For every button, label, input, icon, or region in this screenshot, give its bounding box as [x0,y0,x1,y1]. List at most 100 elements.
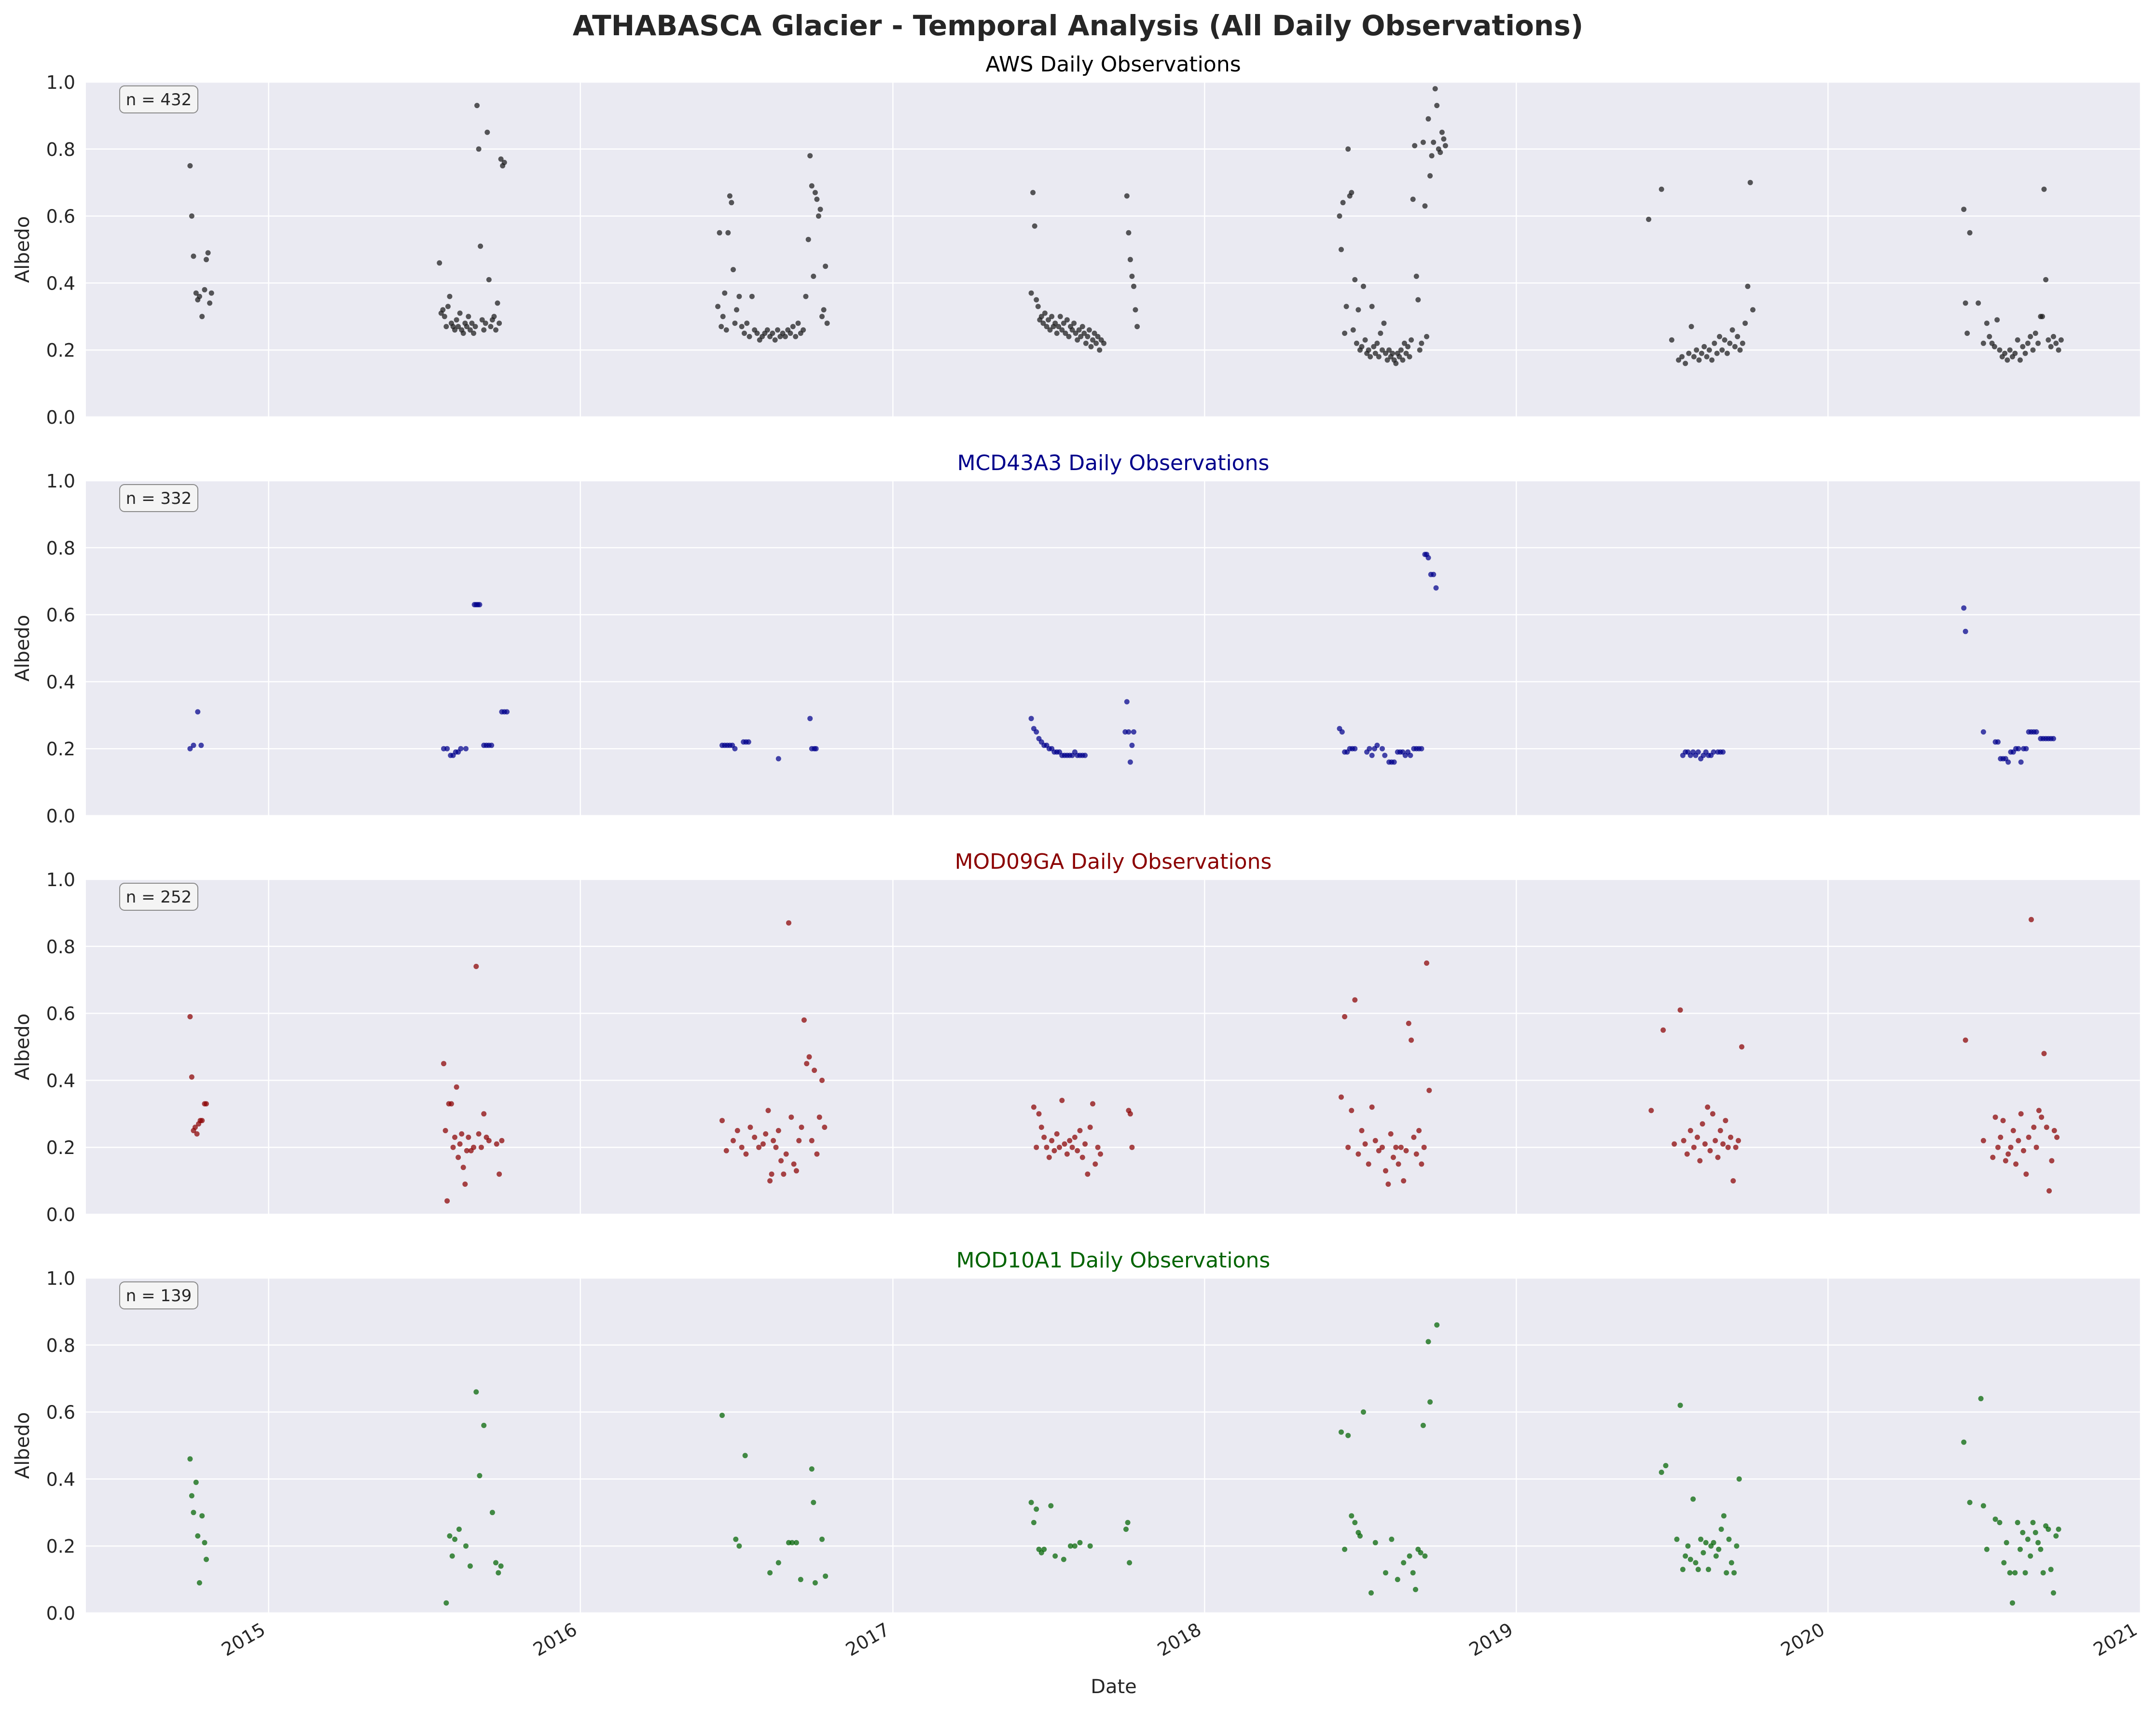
data-point [1722,337,1728,343]
data-point [1434,1322,1440,1328]
data-point [1997,347,2003,353]
data-point [1961,207,1967,212]
data-point [1711,1540,1716,1545]
y-tick-label: 0.6 [46,206,75,227]
data-point [440,307,446,313]
data-point [807,716,813,722]
data-point [1432,86,1438,92]
data-point [2007,347,2013,353]
data-point [1041,1134,1047,1140]
data-point [2010,1600,2015,1606]
data-point [1082,752,1088,758]
sample-count-frame [119,1281,198,1309]
data-point [497,1171,502,1177]
data-point [443,1600,449,1606]
data-point [1034,729,1039,735]
data-point [471,1144,476,1150]
data-point [2025,340,2031,346]
data-point [1669,337,1674,343]
data-point [824,320,830,326]
data-point [1694,347,1700,353]
data-point [1725,1144,1731,1150]
data-point [819,314,825,320]
data-point [2026,1134,2032,1140]
data-point [727,193,732,199]
data-point [193,1125,198,1130]
data-point [746,334,752,339]
data-point [1702,1141,1708,1147]
data-point [481,1111,487,1117]
data-point [1731,1570,1737,1576]
data-point [763,1131,769,1137]
data-point [2053,1533,2059,1539]
data-point [1393,361,1399,366]
data-point [2038,1546,2044,1552]
data-point [199,314,205,320]
y-tick-label: 0.0 [46,407,75,428]
data-point [1355,1151,1361,1157]
data-point [1413,1151,1419,1157]
data-point [1044,1144,1050,1150]
data-point [2022,350,2028,356]
data-point [494,1141,499,1147]
data-point [2046,1188,2052,1194]
data-point [1658,1470,1664,1475]
data-point [1398,347,1404,353]
data-point [1427,1399,1433,1405]
data-point [193,290,199,296]
data-point [204,257,209,263]
data-point [208,290,214,296]
data-point [2028,334,2033,339]
data-point [1396,1161,1401,1167]
data-point [1720,749,1726,755]
data-point [1385,1182,1391,1187]
data-point [1701,344,1707,349]
data-point [723,327,729,333]
data-point [1660,1027,1666,1033]
data-point [1726,1536,1732,1542]
y-tick-label: 0.4 [46,273,75,294]
data-point [1416,1128,1422,1133]
data-point [454,317,459,323]
data-point [1052,320,1058,326]
data-point [463,746,469,751]
data-point [1426,1087,1432,1093]
data-point [1036,1111,1042,1117]
data-point [464,324,470,330]
data-point [747,1125,753,1130]
x-tick-label: 2016 [529,1619,580,1660]
data-point [473,963,479,969]
data-point [1717,1128,1723,1133]
data-point [448,1101,454,1107]
data-point [790,324,796,330]
data-point [187,1456,193,1462]
data-point [1339,1094,1344,1100]
data-point [1030,190,1036,195]
data-point [1691,1144,1697,1150]
y-tick-label: 0.8 [46,538,75,559]
data-point [809,183,815,189]
data-point [452,327,457,333]
data-point [2007,1570,2013,1576]
data-point [1400,357,1406,363]
data-point [1035,304,1041,309]
data-point [1095,1144,1101,1150]
data-point [1124,699,1130,705]
data-point [770,331,775,336]
data-point [498,156,504,162]
y-tick-label: 0.0 [46,806,75,827]
data-point [767,1570,773,1576]
y-tick-label: 0.0 [46,1603,75,1624]
data-point [767,1178,773,1184]
data-point [191,253,196,259]
data-point [459,1131,465,1137]
data-point [191,742,196,748]
y-tick-label: 1.0 [46,72,75,93]
data-point [1048,1503,1054,1509]
data-point [1410,1570,1416,1576]
data-point [1131,729,1136,735]
data-point [472,324,478,330]
data-point [1434,103,1440,109]
data-point [2023,746,2029,751]
